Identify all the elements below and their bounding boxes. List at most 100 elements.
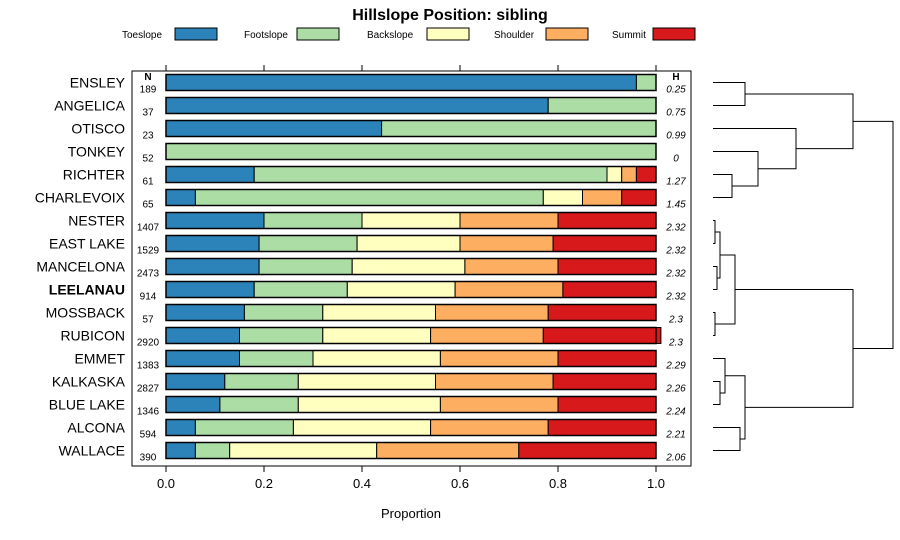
row-label-blue-lake: BLUE LAKE: [49, 397, 125, 413]
x-tick-label: 0.6: [451, 476, 469, 491]
dendrogram-link: [713, 220, 716, 244]
h-value: 2.32: [665, 246, 686, 257]
dendrogram-link: [735, 289, 854, 408]
bar-kalkaska-footslope: [224, 373, 299, 390]
n-value: 57: [142, 315, 154, 326]
n-value: 2473: [137, 269, 160, 280]
dendrogram-link: [713, 266, 718, 290]
bar-outline-mossback: [165, 303, 657, 322]
n-value: 52: [142, 154, 154, 165]
legend: Toeslope Footslope Backslope Shoulder Summit: [122, 27, 696, 41]
bar-alcona-shoulder: [430, 419, 549, 436]
row-label-kalkaska: KALKASKA: [52, 374, 126, 390]
bar-nester-shoulder: [459, 212, 559, 229]
bar-richter-backslope: [606, 166, 623, 183]
bar-outline-otisco: [165, 119, 657, 138]
bar-angelica-toeslope: [165, 97, 549, 114]
row-label-mossback: MOSSBACK: [46, 305, 126, 321]
row-label-angelica: ANGELICA: [54, 98, 125, 114]
legend-swatch-backslope: [426, 27, 470, 41]
bar-rubicon-shoulder: [430, 327, 544, 344]
bar-nester-toeslope: [165, 212, 265, 229]
bar-leelanau-toeslope: [165, 281, 255, 298]
bar-emmet-backslope: [312, 350, 441, 367]
bar-outline-emmet: [165, 349, 657, 368]
legend-swatch-shoulder: [545, 27, 589, 41]
h-value: 2.3: [668, 315, 683, 326]
bar-mancelona-backslope: [351, 258, 466, 275]
h-value: 0.99: [666, 131, 686, 142]
dendrogram-link: [713, 151, 759, 187]
bar-kalkaska-shoulder: [435, 373, 554, 390]
bar-rubicon-summit: [542, 327, 662, 344]
row-label-mancelona: MANCELONA: [36, 259, 125, 275]
h-value: 2.26: [665, 384, 686, 395]
dendrogram-link: [713, 312, 716, 336]
x-axis-title: Proportion: [381, 506, 441, 521]
n-value: 189: [140, 85, 157, 96]
h-value: 2.32: [665, 223, 686, 234]
bar-emmet-footslope: [239, 350, 314, 367]
bar-alcona-footslope: [194, 419, 294, 436]
bar-wallace-summit: [518, 442, 657, 459]
x-tick-label: 0.4: [353, 476, 371, 491]
row-label-charlevoix: CHARLEVOIX: [35, 190, 126, 206]
bar-blue-lake-toeslope: [165, 396, 221, 413]
dendrogram: [713, 82, 894, 451]
bar-blue-lake-backslope: [297, 396, 441, 413]
bar-richter-footslope: [253, 166, 608, 183]
n-value: 61: [142, 177, 154, 188]
dendrogram-link: [715, 254, 736, 325]
bar-mossback-footslope: [243, 304, 324, 321]
bar-leelanau-summit: [562, 281, 657, 298]
bar-mancelona-footslope: [258, 258, 353, 275]
bar-ensley-toeslope: [165, 74, 637, 91]
row-label-leelanau: LEELANAU: [49, 282, 125, 298]
n-value: 594: [140, 430, 157, 441]
bar-outline-wallace: [165, 441, 657, 460]
legend-swatch-footslope: [296, 27, 340, 41]
bar-outline-richter: [165, 165, 657, 184]
bar-outline-angelica: [165, 96, 657, 115]
row-label-otisco: OTISCO: [71, 121, 125, 137]
bar-blue-lake-shoulder: [439, 396, 559, 413]
bar-leelanau-footslope: [253, 281, 348, 298]
bar-east-lake-toeslope: [165, 235, 260, 252]
bar-leelanau-backslope: [346, 281, 456, 298]
bar-otisco-toeslope: [165, 120, 383, 137]
bar-outline-rubicon: [165, 326, 657, 345]
n-value: 1529: [137, 246, 160, 257]
bar-richter-shoulder: [621, 166, 637, 183]
bar-richter-summit: [635, 166, 657, 183]
bar-outline-leelanau: [165, 280, 657, 299]
bar-kalkaska-backslope: [297, 373, 436, 390]
bar-mossback-summit: [547, 304, 657, 321]
h-value: 2.32: [665, 292, 686, 303]
n-value: 1407: [137, 223, 160, 234]
bar-east-lake-footslope: [258, 235, 358, 252]
n-value: 2920: [137, 338, 160, 349]
row-label-east-lake: EAST LAKE: [49, 236, 125, 252]
bar-nester-footslope: [263, 212, 363, 229]
plot-frame: [131, 70, 692, 467]
legend-label-summit: Summit: [612, 30, 646, 41]
h-value: 0: [673, 154, 679, 165]
bar-wallace-toeslope: [165, 442, 196, 459]
dendrogram-link: [713, 128, 797, 170]
bar-angelica-footslope: [547, 97, 657, 114]
bar-east-lake-shoulder: [459, 235, 554, 252]
h-value: 0.75: [666, 108, 686, 119]
legend-label-shoulder: Shoulder: [494, 30, 535, 41]
bar-rubicon-toeslope: [165, 327, 240, 344]
bar-alcona-summit: [547, 419, 657, 436]
legend-swatch-summit: [652, 27, 696, 41]
bar-outline-mancelona: [165, 257, 657, 276]
n-value: 1346: [137, 407, 160, 418]
n-value: 390: [140, 453, 157, 464]
dendrogram-link: [713, 358, 726, 394]
x-tick-label: 0.8: [549, 476, 567, 491]
bar-wallace-footslope: [194, 442, 231, 459]
dendrogram-link: [745, 93, 854, 150]
plot-area: 0.0 0.2 0.4 0.6 0.8 1.0 N H ENSLEY 189 0.25 ANGELIC…: [35, 65, 692, 491]
